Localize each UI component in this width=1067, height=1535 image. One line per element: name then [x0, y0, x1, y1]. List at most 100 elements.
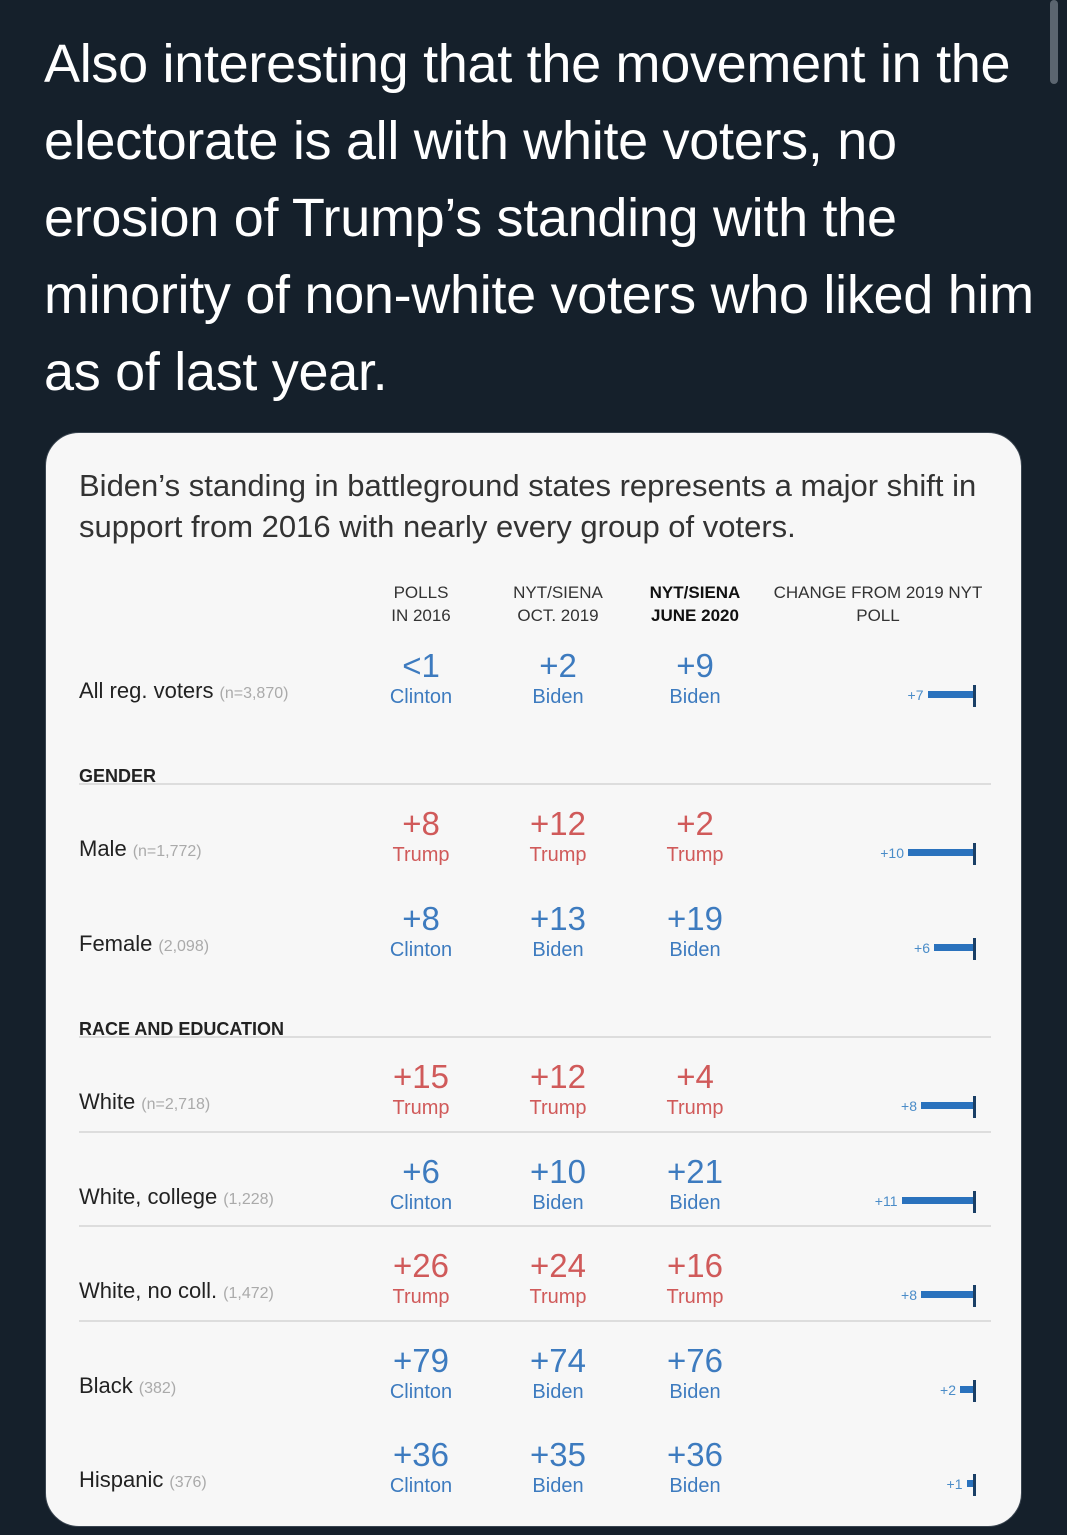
row-label: Male (n=1,772) — [79, 836, 202, 862]
change-bar — [966, 1480, 973, 1487]
margin-candidate: Biden — [669, 1475, 721, 1497]
row-label-text: Black — [79, 1373, 133, 1398]
col-header-polls-2016: POLLS IN 2016 — [341, 581, 501, 627]
margin-value: +74 — [530, 1342, 586, 1379]
col-header-line2: POLL — [856, 606, 900, 625]
change-value: +6 — [914, 940, 930, 956]
col-header-change: CHANGE FROM 2019 NYT POLL — [768, 581, 988, 627]
margin-candidate: Trump — [392, 1097, 450, 1119]
margin-cell: +36 Biden — [625, 1435, 765, 1499]
change-baseline-tick — [973, 1191, 976, 1213]
margin-cell: +76 Biden — [625, 1341, 765, 1405]
table-row: Hispanic (376) +36 Clinton +35 Biden +36 Biden +… — [46, 1435, 1021, 1525]
margin-value: +12 — [530, 1058, 586, 1095]
col-header-line2: IN 2016 — [391, 606, 451, 625]
margin-value: +21 — [667, 1153, 723, 1190]
row-sample-size: (376) — [169, 1474, 207, 1491]
margin-candidate: Trump — [392, 844, 450, 866]
row-label-text: All reg. voters — [79, 678, 214, 703]
change-bar-group: +10 — [46, 843, 1021, 865]
margin-cell: +12 Trump — [488, 804, 628, 868]
margin-candidate: Biden — [532, 1381, 584, 1403]
change-baseline-tick — [973, 938, 976, 960]
row-sample-size: (1,228) — [223, 1191, 274, 1208]
row-label-text: White, no coll. — [79, 1278, 218, 1303]
margin-value: +76 — [667, 1342, 723, 1379]
margin-value: +36 — [667, 1436, 723, 1473]
change-baseline-tick — [973, 685, 976, 707]
margin-candidate: Trump — [529, 844, 587, 866]
tweet-image-card[interactable]: Biden’s standing in battleground states … — [45, 432, 1022, 1527]
margin-cell: +79 Clinton — [351, 1341, 491, 1405]
section-gender: GENDER — [79, 766, 157, 786]
margin-value: +12 — [530, 805, 586, 842]
margin-value: +26 — [393, 1247, 449, 1284]
change-value: +8 — [901, 1287, 917, 1303]
change-value: +7 — [907, 687, 924, 703]
card-subtitle: Biden’s standing in battleground states … — [79, 468, 977, 544]
section-race-education: RACE AND EDUCATION — [79, 1019, 284, 1039]
row-label-text: Hispanic — [79, 1467, 164, 1492]
table-row: White, no coll. (1,472) +26 Trump +24 Trump +1… — [46, 1246, 1021, 1336]
change-value: +1 — [946, 1476, 963, 1492]
margin-value: +10 — [530, 1153, 586, 1190]
row-sample-size: (1,472) — [223, 1285, 274, 1302]
margin-candidate: Trump — [666, 844, 724, 866]
change-bar-group: +8 — [46, 1285, 1021, 1307]
change-baseline-tick — [973, 1285, 976, 1307]
margin-cell: +26 Trump — [351, 1246, 491, 1310]
row-divider — [79, 1036, 991, 1038]
change-bar — [908, 849, 973, 856]
row-divider — [79, 1320, 991, 1322]
change-baseline-tick — [973, 843, 976, 865]
margin-cell: +19 Biden — [625, 899, 765, 963]
change-bar-group: +11 — [46, 1191, 1021, 1213]
margin-cell: +21 Biden — [625, 1152, 765, 1216]
margin-value: +2 — [676, 805, 714, 842]
margin-candidate: Clinton — [389, 1381, 453, 1403]
change-bar-group: +6 — [46, 938, 1021, 960]
col-header-line2: JUNE 2020 — [651, 606, 739, 625]
change-value: +8 — [901, 1098, 917, 1114]
margin-candidate: Clinton — [389, 1475, 453, 1497]
change-baseline-tick — [973, 1380, 976, 1402]
margin-value: +24 — [530, 1247, 586, 1284]
change-bar — [921, 1102, 973, 1109]
margin-candidate: Trump — [666, 1097, 724, 1119]
change-bar-group: +8 — [46, 1096, 1021, 1118]
row-sample-size: (n=1,772) — [132, 843, 202, 860]
row-sample-size: (n=3,870) — [219, 685, 289, 702]
row-label: Female (2,098) — [79, 931, 209, 957]
margin-candidate: Clinton — [389, 939, 453, 961]
table-row: Female (2,098) +8 Clinton +13 Biden +19 Biden +6 — [46, 899, 1021, 989]
margin-value: +8 — [402, 900, 440, 937]
row-sample-size: (n=2,718) — [141, 1096, 211, 1113]
margin-candidate: Biden — [669, 939, 721, 961]
margin-cell: +12 Trump — [488, 1057, 628, 1121]
margin-cell: +74 Biden — [488, 1341, 628, 1405]
row-divider — [79, 1131, 991, 1133]
margin-cell: +8 Clinton — [351, 899, 491, 963]
table-row: All reg. voters (n=3,870) <1 Clinton +2 Biden… — [46, 646, 1021, 736]
change-bar — [921, 1291, 973, 1298]
table-row: Male (n=1,772) +8 Trump +12 Trump +2 Trump +10 — [46, 804, 1021, 894]
row-sample-size: (2,098) — [158, 938, 210, 955]
margin-cell: +9 Biden — [625, 646, 765, 710]
change-bar-group: +2 — [46, 1380, 1021, 1402]
margin-candidate: Biden — [532, 1192, 584, 1214]
margin-candidate: Biden — [532, 686, 584, 708]
scrollbar[interactable] — [1050, 0, 1058, 84]
col-header-line1: NYT/SIENA — [513, 583, 603, 602]
row-label: White, no coll. (1,472) — [79, 1278, 274, 1304]
row-label-text: Male — [79, 836, 127, 861]
margin-candidate: Trump — [529, 1286, 587, 1308]
margin-cell: +13 Biden — [488, 899, 628, 963]
margin-value: +36 — [393, 1436, 449, 1473]
table-row: White (n=2,718) +15 Trump +12 Trump +4 Trump +8 — [46, 1057, 1021, 1147]
margin-candidate: Trump — [392, 1286, 450, 1308]
margin-candidate: Clinton — [389, 1192, 453, 1214]
table-row: White, college (1,228) +6 Clinton +10 Biden +2… — [46, 1152, 1021, 1242]
row-label: White, college (1,228) — [79, 1184, 274, 1210]
col-header-nyt-oct-2019: NYT/SIENA OCT. 2019 — [478, 581, 638, 627]
margin-value: +79 — [393, 1342, 449, 1379]
